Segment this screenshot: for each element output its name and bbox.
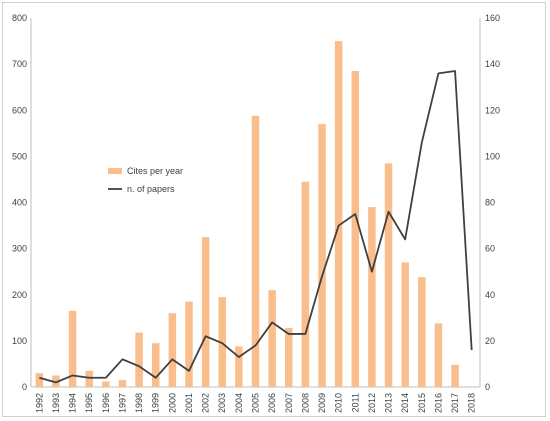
x-tick-label: 2007 [284,393,294,413]
bar [451,364,459,387]
right-tick-label: 20 [485,336,495,346]
bar [251,115,260,387]
right-tick-label: 100 [485,151,500,161]
bar [68,310,77,387]
bar [102,381,110,387]
x-tick-label: 2017 [450,393,460,413]
right-tick-label: 120 [485,105,500,115]
bar [268,290,276,387]
x-tick-label: 2010 [334,393,344,413]
bar [218,297,226,387]
x-tick-label: 1999 [151,393,161,413]
bar [334,41,343,387]
bar [52,375,60,387]
bar-series [35,41,459,388]
left-tick-label: 600 [12,105,27,115]
x-tick-label: 1997 [117,393,127,413]
left-tick-label: 500 [12,151,27,161]
bar [351,71,360,387]
right-tick-label: 140 [485,59,500,69]
x-tick-label: 2006 [267,393,277,413]
bar [301,181,310,387]
bar [318,124,326,388]
bar [185,301,193,387]
x-tick-label: 2013 [384,393,394,413]
x-tick-label: 1998 [134,393,144,413]
x-tick-label: 2000 [167,393,177,413]
left-tick-label: 700 [12,59,27,69]
right-tick-label: 160 [485,13,500,23]
x-tick-label: 1992 [34,393,44,413]
bar [401,262,409,387]
bar [434,323,443,387]
x-tick-label: 2001 [184,393,194,413]
left-tick-label: 800 [12,13,27,23]
x-tick-label: 2011 [350,393,360,412]
bar [135,332,143,387]
right-tick-label: 40 [485,290,495,300]
x-tick-labels: 1992 1993 1994 1995 1996 1997 1998 1999 2000 2001… [34,393,476,413]
left-tick-label: 100 [12,336,27,346]
bar [35,373,44,387]
x-tick-label: 2002 [201,393,211,413]
x-tick-label: 2016 [433,393,443,413]
x-tick-label: 2008 [300,393,310,413]
x-tick-label: 1995 [84,393,94,413]
bar [285,327,293,387]
right-y-tick-labels: 0 20 40 60 80 100 120 140 160 [485,13,500,392]
x-tick-label: 2014 [400,393,410,413]
x-tick-label: 1993 [51,393,61,413]
left-tick-label: 300 [12,244,27,254]
legend: Cites per year n. of papers [108,166,183,194]
legend-swatch-bar [108,168,122,174]
right-tick-label: 60 [485,244,495,254]
left-tick-label: 400 [12,198,27,208]
line-series [39,70,473,384]
bar [235,346,243,387]
bar [201,237,210,387]
x-tick-label: 2018 [467,393,477,413]
legend-label-bar: Cites per year [127,166,183,176]
x-tick-label: 2003 [217,393,227,413]
bar [368,207,376,387]
x-tick-label: 2004 [234,393,244,413]
bar [168,313,177,387]
bar [384,163,393,387]
left-tick-label: 0 [22,382,27,392]
x-tick-label: 2012 [367,393,377,413]
bar [85,370,93,387]
right-tick-label: 0 [485,382,490,392]
bar [151,343,160,387]
x-tick-label: 1996 [101,393,111,413]
left-y-tick-labels: 0 100 200 300 400 500 600 700 800 [12,13,27,392]
x-tick-label: 1994 [68,393,78,413]
x-tick-label: 2015 [417,393,427,413]
right-tick-label: 80 [485,198,495,208]
legend-label-line: n. of papers [127,184,175,194]
x-tick-label: 2005 [251,393,261,413]
left-tick-label: 200 [12,290,27,300]
bar [118,380,127,387]
bar [418,277,426,387]
x-tick-label: 2009 [317,393,327,413]
